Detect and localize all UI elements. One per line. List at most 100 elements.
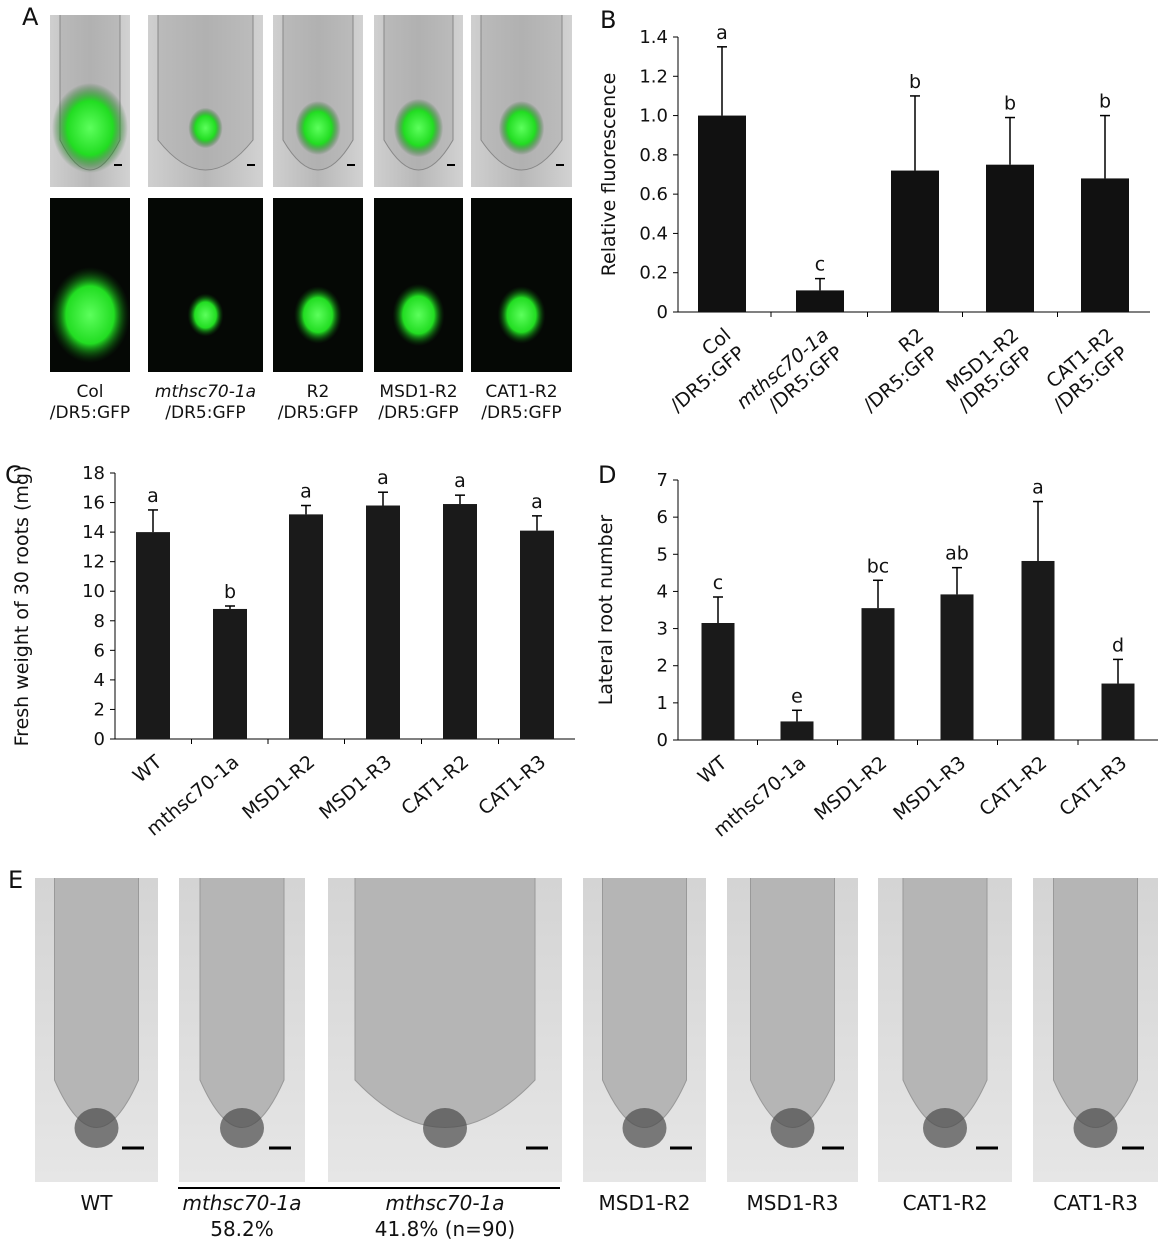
root-cap [74,1108,119,1148]
root-shape [750,878,835,1128]
root-cap [770,1108,815,1148]
significance-letter: b [909,71,921,93]
image-caption: /DR5:GFP [378,403,458,423]
significance-letter: a [531,491,543,513]
significance-letter: b [224,581,236,603]
image-caption: mthsc70-1a [182,1191,301,1215]
x-tick-label: CAT1-R3 [1055,752,1131,821]
image-caption: /DR5:GFP [165,403,245,423]
image-caption: MSD1-R2 [379,382,457,402]
significance-letter: b [1004,93,1016,115]
image-caption: /DR5:GFP [50,403,130,423]
gfp-signal [188,107,223,149]
y-tick-label: 2 [94,699,105,720]
gfp-image [148,198,263,372]
significance-letter: e [791,685,803,707]
gfp-signal [393,98,444,158]
significance-letter: a [300,481,312,503]
bar [520,530,554,739]
y-tick-label: 5 [657,544,668,565]
y-tick-label: 1 [657,693,668,714]
bar [796,290,844,312]
significance-letter: ab [945,543,969,565]
image-caption: CAT1-R2 [485,382,557,402]
panel-label: B [600,6,616,34]
y-tick-label: 3 [657,619,668,640]
gfp-image [273,198,363,372]
y-tick-label: 0 [94,729,105,750]
image-caption: WT [81,1191,114,1215]
root-cap [1073,1108,1118,1148]
bar [780,721,814,740]
y-tick-label: 4 [657,581,668,602]
y-tick-label: 0.6 [639,184,668,205]
y-tick-label: 1.2 [639,66,668,87]
panel-label: A [22,3,39,31]
y-tick-label: 1.4 [639,27,668,48]
bar [136,532,170,739]
image-caption: mthsc70-1a [385,1191,504,1215]
image-caption: /DR5:GFP [481,403,561,423]
bar [213,608,247,739]
significance-letter: bc [867,555,890,577]
bar [443,504,477,739]
x-tick-label: WT [129,751,167,788]
image-caption: CAT1-R3 [1053,1191,1138,1215]
bar [891,170,939,312]
image-caption: 58.2% [210,1217,274,1241]
y-tick-label: 0 [657,730,668,751]
root-shape [902,878,988,1128]
image-caption: Col [77,382,104,402]
x-tick-label: MSD1-R2 [238,751,319,824]
x-tick-label: CAT1-R2 [397,751,473,820]
bar [986,164,1034,312]
gfp-signal [498,101,545,155]
root-shape [354,878,536,1128]
bar [289,514,323,739]
root-cap [923,1108,967,1148]
bar [1021,560,1055,740]
gfp-signal [392,283,445,347]
image-caption: MSD1-R3 [747,1191,839,1215]
significance-letter: a [1032,477,1044,499]
y-tick-label: 0.8 [639,145,668,166]
y-tick-label: 1.0 [639,106,668,127]
y-tick-label: 14 [82,522,105,543]
significance-letter: a [377,467,389,489]
gfp-signal [294,286,342,344]
bar [861,608,895,740]
gfp-image [471,198,572,372]
y-tick-label: 10 [82,581,105,602]
y-tick-label: 6 [657,507,668,528]
y-tick-label: 2 [657,656,668,677]
image-caption: 41.8% (n=90) [375,1217,515,1241]
panel-label: D [598,461,616,489]
y-tick-label: 0 [657,302,668,323]
significance-letter: a [716,22,728,44]
significance-letter: c [815,254,825,276]
gfp-signal [187,293,224,337]
root-outline [157,15,254,171]
root-cap [220,1108,264,1148]
y-tick-label: 16 [82,493,105,514]
x-tick-label: WT [694,752,732,789]
panel-label: C [5,461,22,489]
root-cap [423,1108,467,1148]
y-tick-label: 6 [94,640,105,661]
y-tick-label: 8 [94,611,105,632]
y-axis-label: Relative fluorescence [598,73,620,277]
root-shape [1053,878,1138,1128]
x-tick-label: /DR5:GFP [859,342,942,417]
image-caption: MSD1-R2 [599,1191,691,1215]
significance-letter: c [713,572,723,594]
gfp-signal [50,267,130,363]
x-tick-label: CAT1-R3 [474,751,550,820]
gfp-signal [295,101,341,155]
x-tick-label: MSD1-R3 [889,752,970,825]
root-shape [602,878,687,1128]
bar [1081,178,1129,312]
bar [701,623,735,740]
y-tick-label: 12 [82,552,105,573]
root-shape [54,878,139,1128]
